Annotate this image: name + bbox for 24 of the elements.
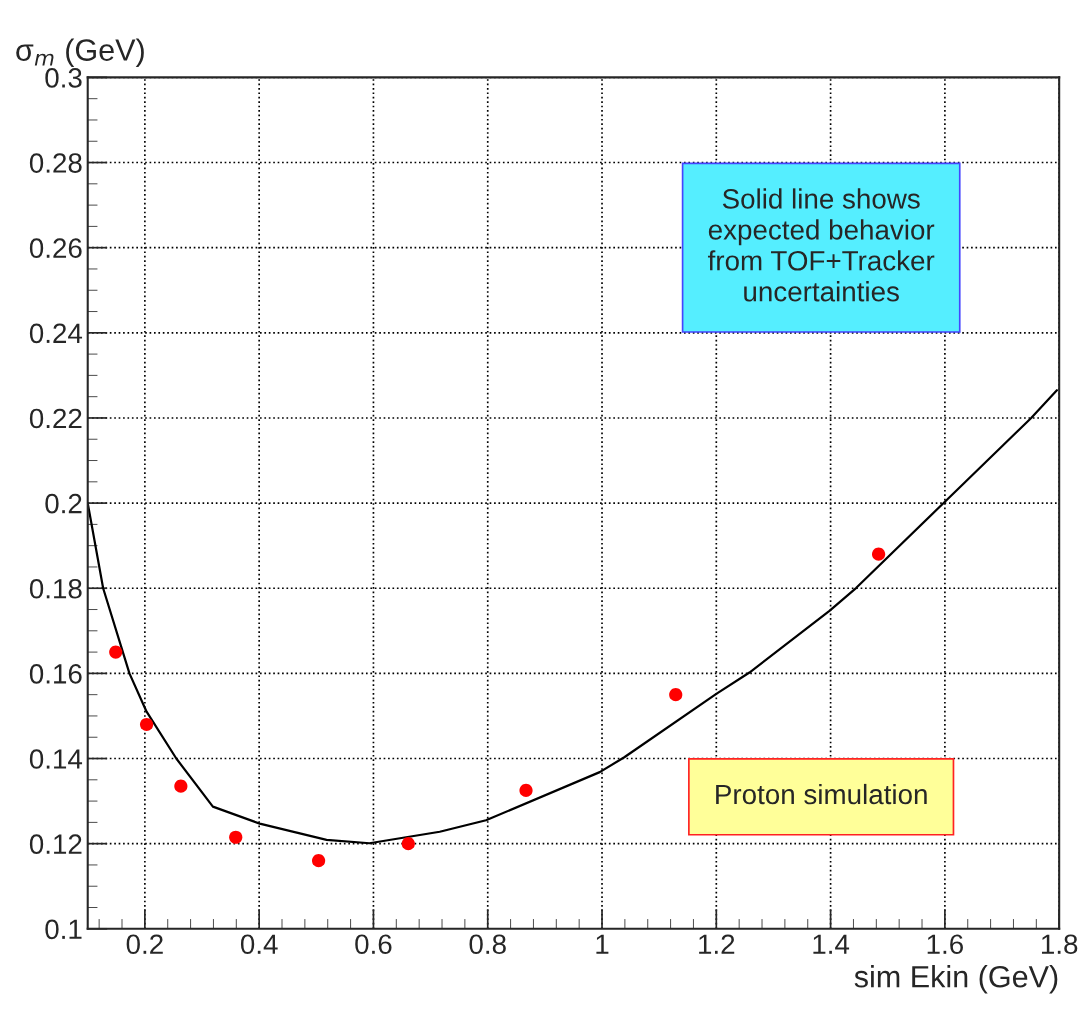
x-tick-label: 0.8 [469,934,506,955]
annotation: Solid line shows expected behavior from TOF+Tracker uncertainties [707,188,935,302]
y-tick-label: 0.3 [45,68,82,88]
y-tick-label: 0.12 [29,834,82,854]
x-tick-label: 1.4 [813,934,850,954]
y-tick-label: 0.24 [29,323,83,344]
annotation: Proton simulation [716,783,927,805]
y-tick-label: 0.28 [29,153,82,173]
x-tick-label: 1.8 [1041,934,1078,955]
y-tick-label: 0.26 [29,238,82,259]
x-tick-label: 0.4 [240,934,278,955]
y-tick-label: 0.16 [29,664,82,684]
x-tick-label: 1.6 [927,934,963,955]
y-tick-label: 0.18 [29,578,82,599]
x-axis-title: sim Ekin (GeV) [854,965,1058,994]
x-tick-label: 1.2 [699,934,735,954]
y-tick-label: 0.14 [29,749,83,769]
x-tick-label: 0.2 [126,934,163,955]
y-axis-title: σ$_{m}$ (GeV) [16,38,144,67]
x-tick-label: 1 [596,934,609,954]
x-tick-label: 0.6 [355,934,392,955]
y-tick-label: 0.22 [29,408,82,429]
y-tick-label: 0.1 [45,919,82,940]
y-tick-label: 0.2 [45,493,82,514]
